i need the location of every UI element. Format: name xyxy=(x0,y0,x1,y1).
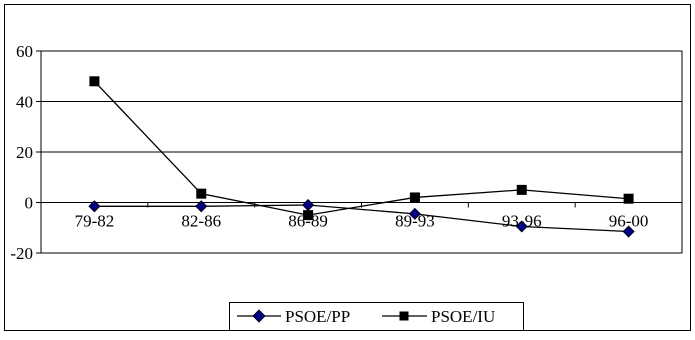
legend-marker-psoe-pp xyxy=(252,309,266,323)
data-point-psoe-iu xyxy=(303,210,314,221)
y-tick-label: 40 xyxy=(16,93,33,112)
y-tick-label: 20 xyxy=(16,143,33,162)
data-point-psoe-pp xyxy=(195,200,208,213)
series-line-psoe-iu xyxy=(93,80,629,216)
data-point-psoe-iu xyxy=(196,188,207,199)
legend-label-psoe-pp: PSOE/PP xyxy=(285,307,350,326)
x-tick-label: 79-82 xyxy=(75,212,115,231)
data-point-psoe-pp xyxy=(88,200,101,213)
data-point-psoe-iu xyxy=(623,193,634,204)
chart-border xyxy=(4,4,691,331)
x-tick-label: 82-86 xyxy=(181,212,221,231)
legend: PSOE/PP PSOE/IU xyxy=(229,302,524,331)
data-point-psoe-pp xyxy=(408,207,421,220)
x-tick-label: 89-93 xyxy=(395,212,435,231)
x-tick-label: 86-89 xyxy=(288,212,328,231)
data-point-psoe-iu xyxy=(516,184,527,195)
data-point-psoe-pp xyxy=(515,220,528,233)
y-tick-label: 0 xyxy=(25,194,34,213)
series-layer xyxy=(88,76,635,238)
x-tick-label: 96-00 xyxy=(609,212,649,231)
data-point-psoe-pp xyxy=(622,225,635,238)
data-point-psoe-iu xyxy=(409,192,420,203)
legend-label-psoe-iu: PSOE/IU xyxy=(431,307,495,326)
y-tick-label: 60 xyxy=(16,42,33,61)
series-line-psoe-pp xyxy=(94,204,629,233)
y-tick-label: -20 xyxy=(10,244,33,263)
data-point-psoe-iu xyxy=(89,76,100,87)
legend-marker-psoe-iu xyxy=(399,311,409,321)
